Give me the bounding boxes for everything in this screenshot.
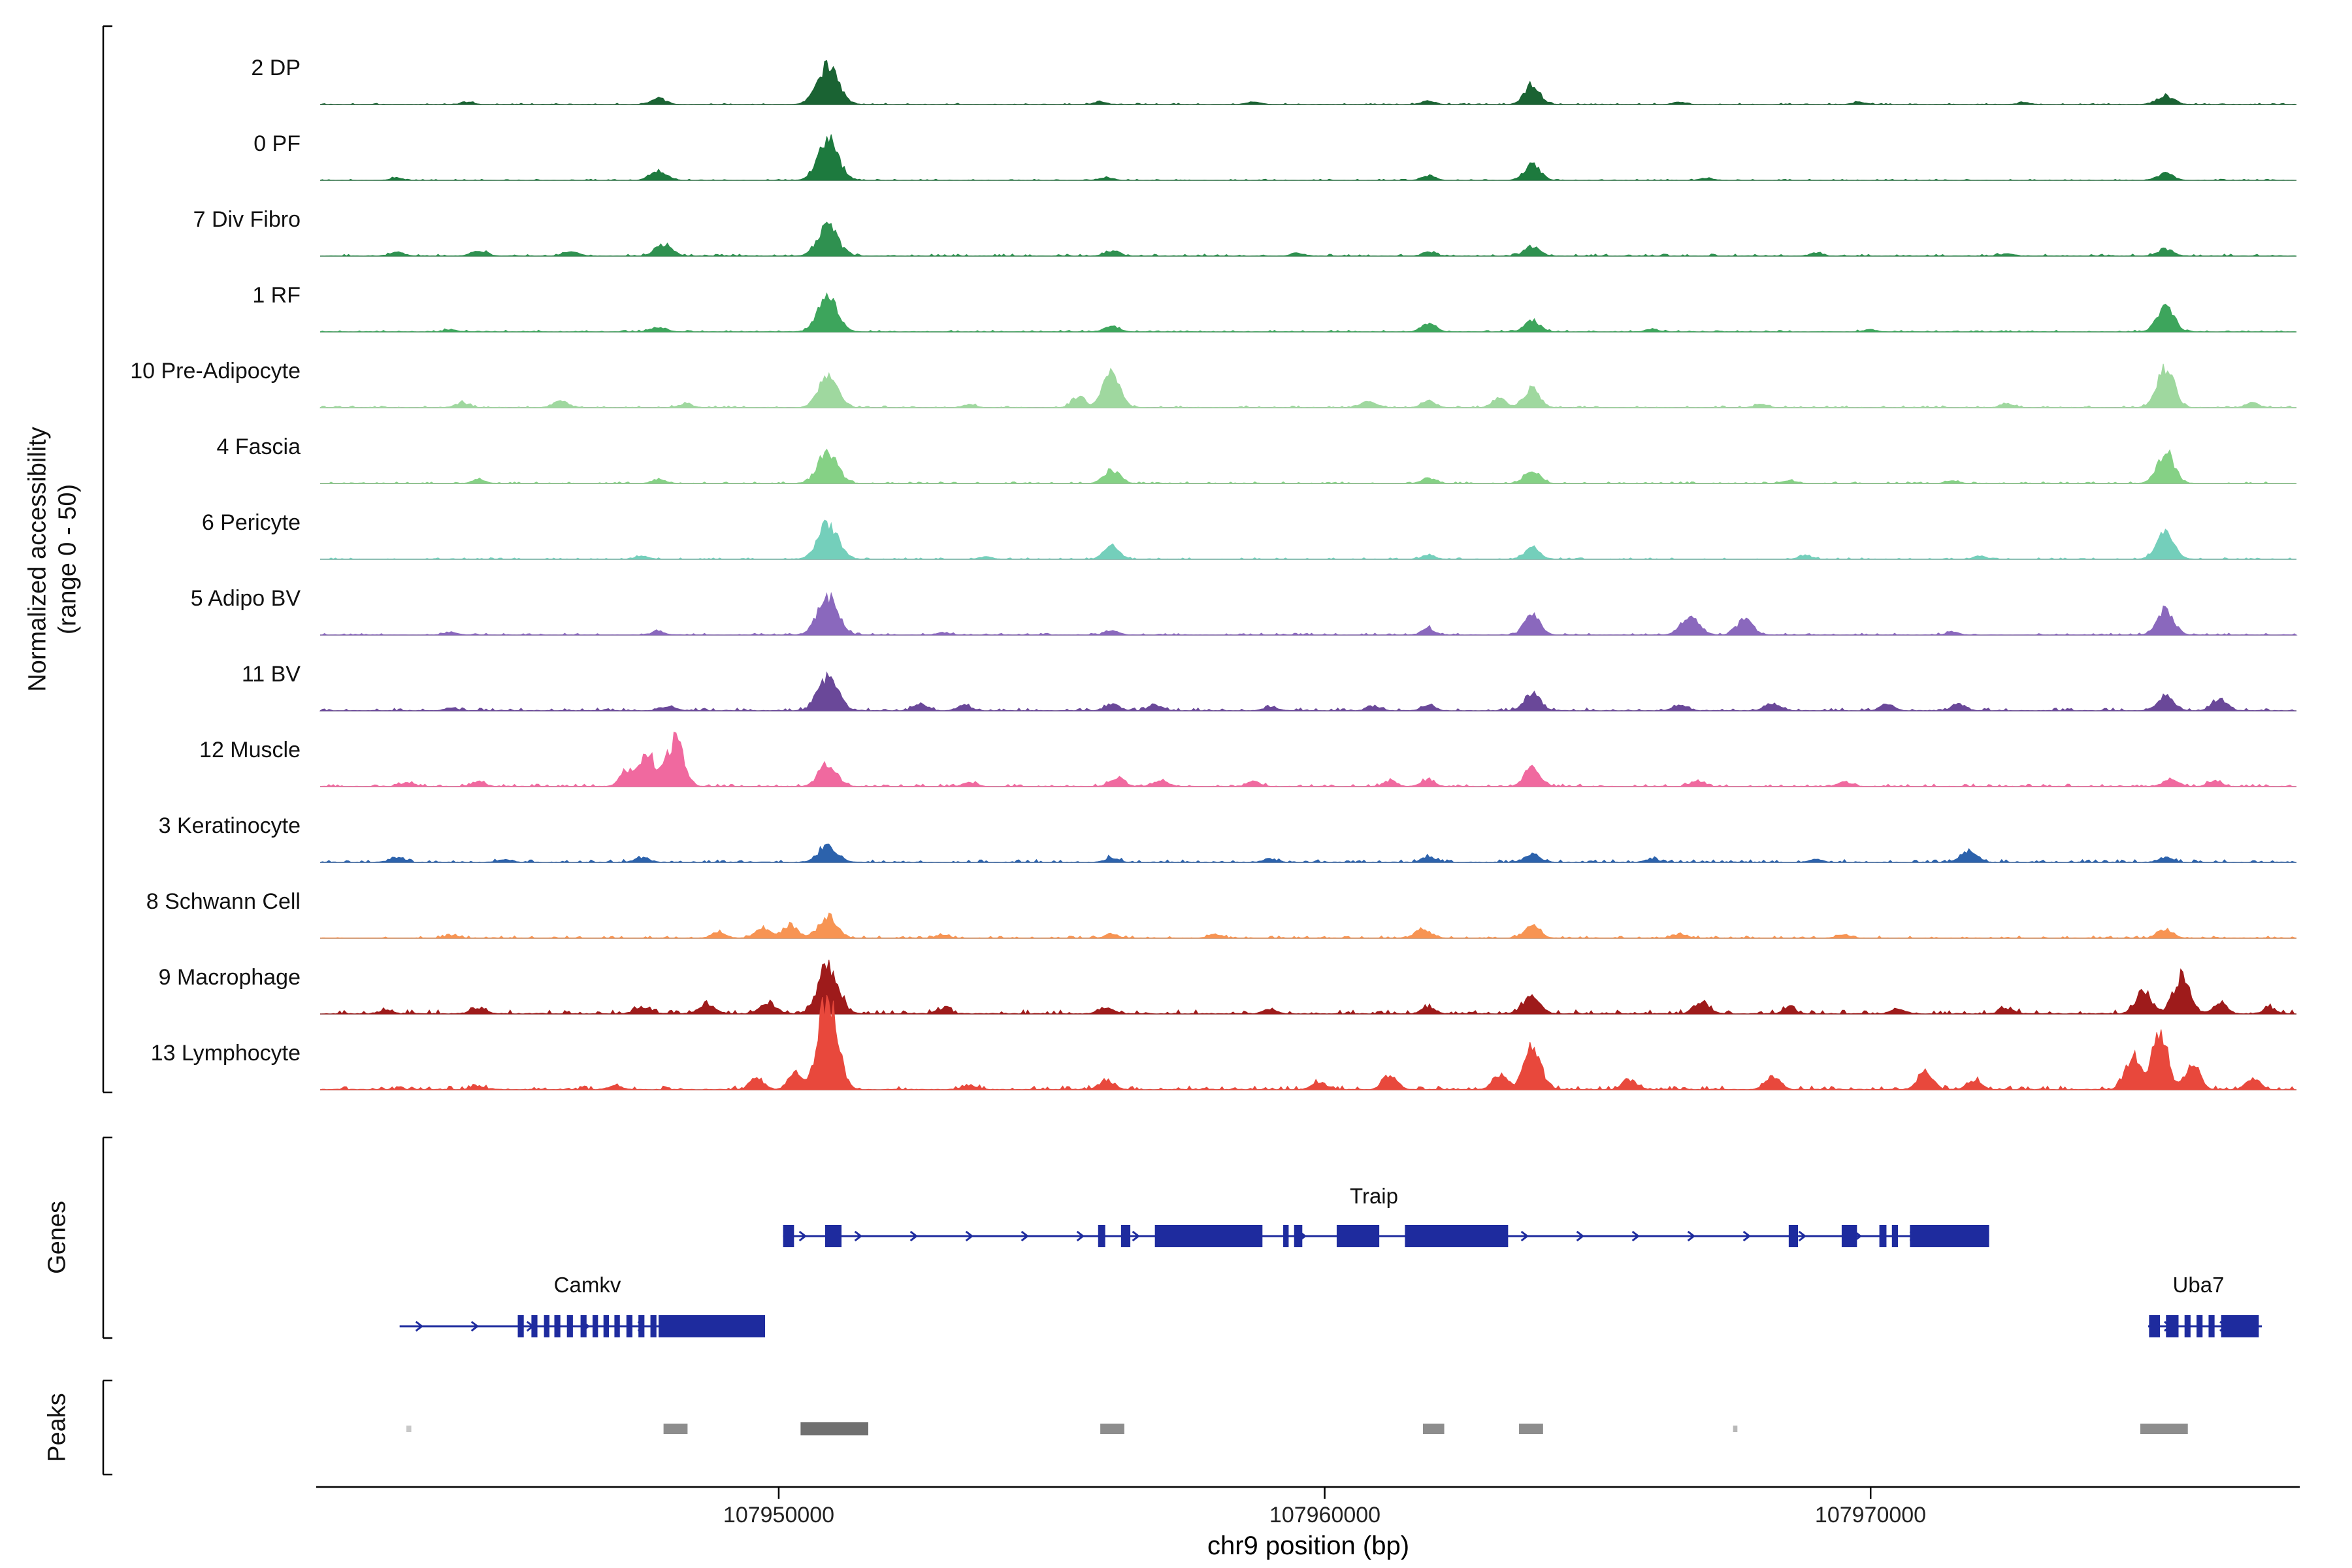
peak-box-0 (406, 1426, 412, 1432)
strand-arrow-icon (1520, 1230, 1529, 1242)
exon-traip (1891, 1225, 1898, 1247)
track-label-0-pf: 0 PF (253, 131, 301, 156)
exon-uba7 (2208, 1315, 2215, 1337)
exon-camkv (592, 1315, 598, 1337)
peaks-section-label: Peaks (43, 1393, 71, 1462)
track-label-8-schwann-cell: 8 Schwann Cell (146, 889, 301, 914)
signal-area-11-bv (319, 671, 2296, 711)
exon-camkv (638, 1315, 645, 1337)
strand-arrow-icon (909, 1230, 919, 1242)
peak-box-4 (1422, 1424, 1445, 1434)
exon-uba7 (2166, 1315, 2179, 1337)
strand-arrow-icon (1742, 1230, 1752, 1242)
exon-uba7 (2197, 1315, 2203, 1337)
peak-box-7 (2140, 1424, 2188, 1434)
exon-traip (1154, 1225, 1263, 1247)
exon-camkv (626, 1315, 632, 1337)
peak-box-2 (800, 1422, 868, 1435)
signal-area-2-dp (319, 59, 2297, 105)
gene-label-traip: Traip (1350, 1184, 1398, 1208)
signal-area-6-pericyte (319, 519, 2297, 560)
signal-area-3-keratinocyte (319, 843, 2297, 863)
strand-arrow-icon (415, 1320, 424, 1332)
signal-area-12-muscle (319, 731, 2297, 787)
strand-arrow-icon (1076, 1230, 1085, 1242)
track-label-1-rf: 1 RF (252, 283, 301, 308)
strand-arrow-icon (1798, 1230, 1807, 1242)
signal-area-4-fascia (319, 448, 2297, 484)
strand-arrow-icon (965, 1230, 974, 1242)
exon-camkv (517, 1315, 524, 1337)
exon-traip (1294, 1225, 1303, 1247)
peak-box-5 (1519, 1424, 1543, 1434)
track-label-2-dp: 2 DP (251, 56, 301, 80)
exon-traip (783, 1225, 794, 1247)
strand-arrow-icon (1687, 1230, 1696, 1242)
exon-traip (1788, 1225, 1799, 1247)
peak-box-6 (1733, 1426, 1738, 1432)
track-label-13-lymphocyte: 13 Lymphocyte (150, 1041, 301, 1066)
signal-area-7-div-fibro (319, 221, 2297, 257)
gene-label-uba7: Uba7 (2172, 1273, 2225, 1297)
x-tick-label-2: 107970000 (1814, 1503, 1927, 1527)
exon-traip (1283, 1225, 1289, 1247)
exon-camkv (531, 1315, 538, 1337)
track-label-12-muscle: 12 Muscle (199, 738, 301, 762)
signal-area-10-pre-adipocyte (319, 363, 2297, 408)
exon-uba7 (2184, 1315, 2191, 1337)
track-label-11-bv: 11 BV (241, 662, 301, 687)
track-label-9-macrophage: 9 Macrophage (158, 965, 301, 990)
exon-camkv (554, 1315, 561, 1337)
gene-label-camkv: Camkv (553, 1273, 621, 1297)
y-axis-label: Normalized accessibility (24, 427, 52, 692)
exon-uba7 (2149, 1315, 2161, 1337)
strand-arrow-icon (1021, 1230, 1030, 1242)
signal-area-8-schwann-cell (319, 912, 2297, 939)
exon-traip (1336, 1225, 1380, 1247)
strand-arrow-icon (854, 1230, 863, 1242)
signal-area-5-adipo-bv (319, 591, 2298, 636)
exon-camkv (659, 1315, 766, 1337)
exon-traip (1910, 1225, 1989, 1247)
strand-arrow-icon (1631, 1230, 1641, 1242)
exon-camkv (580, 1315, 587, 1337)
exon-camkv (544, 1315, 549, 1337)
signal-area-0-pf (319, 134, 2297, 181)
exon-traip (1120, 1225, 1131, 1247)
x-axis-title: chr9 position (bp) (1207, 1531, 1410, 1560)
exon-traip (1841, 1225, 1857, 1247)
x-tick-label-0: 107950000 (723, 1503, 835, 1527)
track-label-5-adipo-bv: 5 Adipo BV (190, 586, 301, 611)
strand-arrow-icon (1576, 1230, 1585, 1242)
exon-traip (1879, 1225, 1887, 1247)
exon-traip (825, 1225, 842, 1247)
peak-box-3 (1100, 1424, 1124, 1434)
strand-arrow-icon (1132, 1230, 1141, 1242)
exon-traip (1098, 1225, 1105, 1247)
track-label-7-div-fibro: 7 Div Fibro (193, 207, 301, 232)
exon-camkv (650, 1315, 657, 1337)
y-axis-label-range: (range 0 - 50) (54, 483, 82, 635)
track-label-3-keratinocyte: 3 Keratinocyte (158, 813, 301, 838)
strand-arrow-icon (798, 1230, 808, 1242)
track-label-6-pericyte: 6 Pericyte (201, 510, 301, 535)
exon-traip (1405, 1225, 1509, 1247)
signal-area-9-macrophage (319, 959, 2297, 1015)
exon-camkv (614, 1315, 620, 1337)
exon-uba7 (2221, 1315, 2259, 1337)
signal-area-13-lymphocyte (319, 994, 2297, 1090)
x-tick-label-1: 107960000 (1269, 1503, 1381, 1527)
signal-area-1-rf (319, 292, 2297, 333)
track-label-10-pre-adipocyte: 10 Pre-Adipocyte (130, 359, 301, 384)
track-label-4-fascia: 4 Fascia (216, 434, 301, 459)
strand-arrow-icon (470, 1320, 480, 1332)
exon-camkv (566, 1315, 573, 1337)
peak-box-1 (663, 1424, 688, 1434)
genes-section-label: Genes (43, 1201, 71, 1274)
exon-camkv (603, 1315, 610, 1337)
